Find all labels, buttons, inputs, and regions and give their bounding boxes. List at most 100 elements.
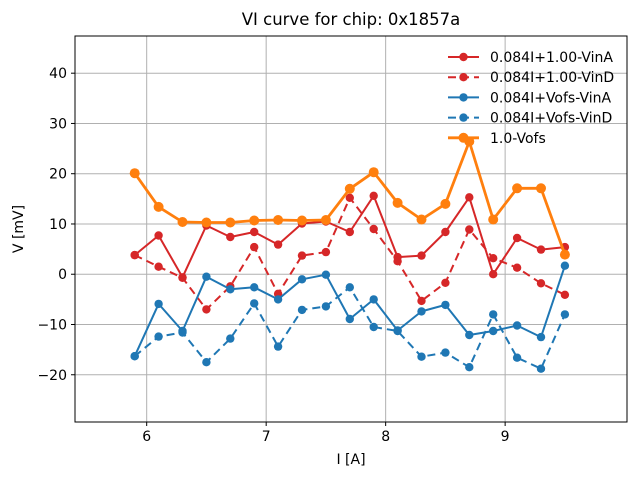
legend-key-marker xyxy=(458,132,469,143)
x-tick-label: 9 xyxy=(501,429,510,445)
x-tick-label: 8 xyxy=(381,429,390,445)
legend-entry: 0.084I+1.00-VinD xyxy=(448,70,614,86)
data-point xyxy=(512,321,522,330)
data-point xyxy=(560,261,570,270)
legend-label: 1.0-Vofs xyxy=(490,131,546,147)
data-point xyxy=(153,201,164,212)
legend-label: 0.084I+1.00-VinD xyxy=(490,70,614,86)
x-axis-label: I [A] xyxy=(336,452,365,468)
y-tick-label: 0 xyxy=(58,267,67,283)
legend: 0.084I+1.00-VinA 0.084I+1.00-VinD 0.084I+V… xyxy=(448,50,614,147)
data-point xyxy=(417,251,426,260)
data-point xyxy=(536,245,546,254)
data-point xyxy=(369,322,378,332)
data-point xyxy=(297,275,307,284)
data-point xyxy=(369,191,378,200)
data-point xyxy=(441,278,450,287)
y-tick-label: −20 xyxy=(37,368,67,384)
x-tick-label: 7 xyxy=(262,429,271,445)
data-point xyxy=(130,352,139,361)
data-point xyxy=(345,283,354,292)
chart-title: VI curve for chip: 0x1857a xyxy=(242,10,461,29)
data-point xyxy=(178,328,187,337)
data-point xyxy=(321,247,331,257)
data-point xyxy=(512,263,522,272)
data-point xyxy=(440,198,451,209)
y-tick-label: 30 xyxy=(49,116,67,132)
data-point xyxy=(465,330,474,340)
data-point xyxy=(129,168,140,179)
series-0.084I+1.00-VinD xyxy=(130,193,570,314)
data-point xyxy=(559,249,570,260)
data-point xyxy=(417,307,426,316)
data-point xyxy=(273,295,283,304)
legend-label: 0.084I+Vofs-VinD xyxy=(490,111,612,127)
data-point xyxy=(178,273,187,282)
legend-entry: 0.084I+Vofs-VinA xyxy=(448,90,611,106)
data-point xyxy=(250,227,259,237)
data-point xyxy=(154,262,163,271)
data-point xyxy=(489,310,498,319)
series-1.0-Vofs xyxy=(129,136,570,260)
legend-label: 0.084I+Vofs-VinA xyxy=(490,90,611,106)
data-point xyxy=(369,295,378,304)
data-point xyxy=(512,233,522,243)
legend-key-marker xyxy=(459,93,468,102)
data-point xyxy=(489,326,498,336)
legend-entry: 0.084I+1.00-VinA xyxy=(448,50,613,66)
data-point xyxy=(345,227,354,237)
data-point xyxy=(130,250,139,260)
data-series xyxy=(129,136,570,373)
series-0.084I+Vofs-VinD xyxy=(130,283,570,373)
data-point xyxy=(273,240,283,249)
data-point xyxy=(465,363,474,372)
data-point xyxy=(226,285,235,294)
data-point xyxy=(177,217,188,227)
data-point xyxy=(512,353,522,362)
data-point xyxy=(417,296,426,306)
data-point xyxy=(202,305,211,314)
data-point xyxy=(345,314,354,324)
y-tick-label: 10 xyxy=(49,217,67,233)
data-point xyxy=(344,183,355,194)
data-point xyxy=(297,305,307,315)
data-point xyxy=(417,352,426,361)
legend-key-marker xyxy=(459,113,468,122)
y-tick-label: 20 xyxy=(49,167,67,183)
data-point xyxy=(202,358,211,367)
legend-entry: 1.0-Vofs xyxy=(448,131,546,147)
data-point xyxy=(201,217,212,228)
data-point xyxy=(297,251,307,260)
data-point xyxy=(441,227,450,237)
x-tick-label: 6 xyxy=(142,429,151,445)
data-point xyxy=(154,231,163,240)
data-point xyxy=(536,364,546,373)
data-point xyxy=(249,215,260,226)
data-point xyxy=(465,193,474,202)
data-point xyxy=(250,242,259,252)
y-tick-label: 40 xyxy=(49,66,67,82)
plot-border xyxy=(74,35,628,423)
data-point xyxy=(225,217,236,228)
data-point xyxy=(250,299,259,308)
data-point xyxy=(441,348,450,357)
data-point xyxy=(465,225,474,234)
data-point xyxy=(441,300,450,310)
data-point xyxy=(536,332,546,342)
data-point xyxy=(392,197,403,208)
data-point xyxy=(273,342,283,351)
data-point xyxy=(320,215,331,225)
data-point xyxy=(416,214,427,225)
data-point xyxy=(393,326,402,336)
axis-ticks: 6 7 8 9 −20 −10 0 10 20 30 40 xyxy=(37,66,509,445)
data-point xyxy=(536,279,546,288)
data-point xyxy=(536,183,546,194)
legend-entry: 0.084I+Vofs-VinD xyxy=(448,111,612,127)
data-point xyxy=(297,215,307,226)
data-point xyxy=(321,270,331,279)
y-axis-label: V [mV] xyxy=(11,205,27,253)
data-point xyxy=(393,257,402,266)
data-point xyxy=(154,299,163,309)
